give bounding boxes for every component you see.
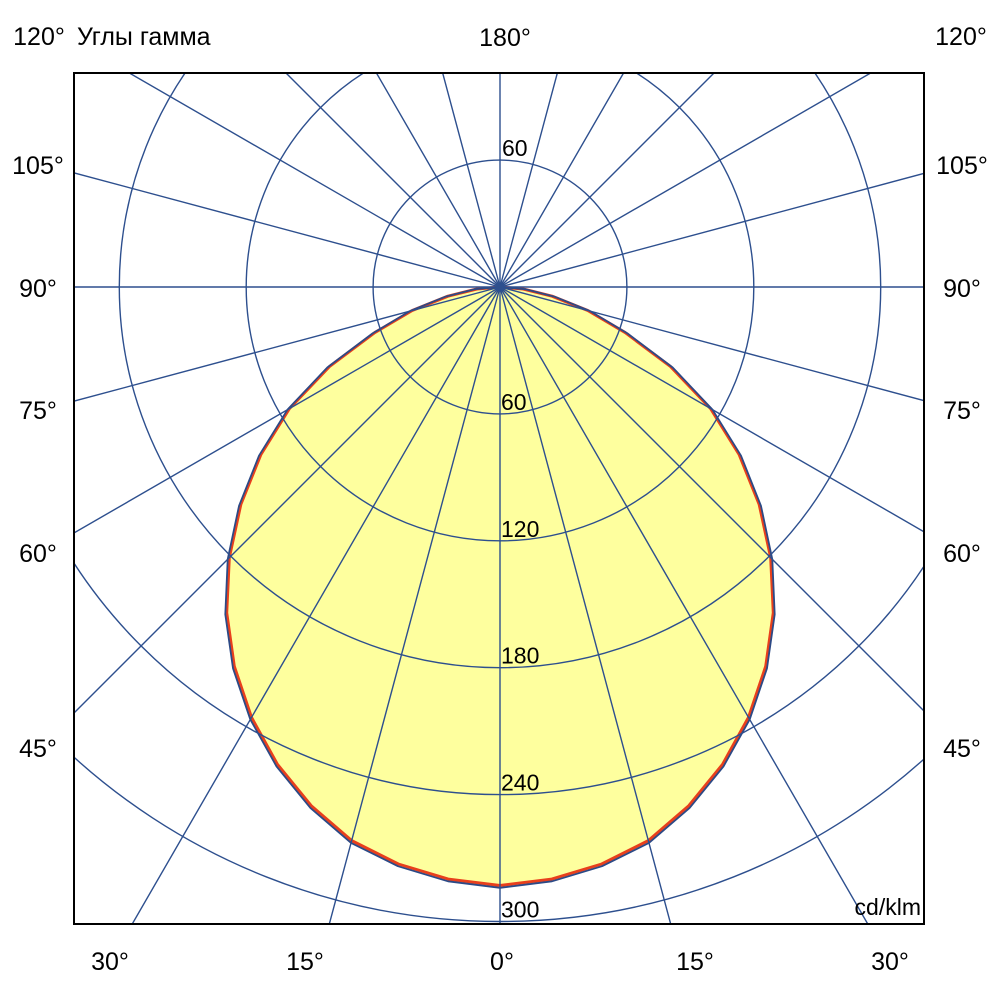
grid-radial-315 [74, 286, 501, 714]
radial-scale-label-240: 240 [501, 770, 539, 796]
radial-scale-label-120: 120 [501, 516, 539, 542]
grid-radial-210 [375, 73, 501, 288]
pole-hub [495, 282, 505, 292]
grid-radial-300 [74, 286, 501, 534]
gamma-label-bottom-1: 15° [286, 948, 324, 976]
radial-scale-label-180: 180 [501, 643, 539, 669]
grid-radial-75 [499, 286, 924, 402]
grid-radial-345 [328, 286, 501, 924]
gamma-label-left-90°: 90° [19, 275, 57, 303]
gamma-label-left-105°: 105° [12, 152, 64, 180]
grid-radial-15 [499, 286, 672, 924]
grid-radial-240 [127, 73, 501, 288]
gamma-label-bottom-4: 30° [871, 948, 909, 976]
grid-radial-45 [499, 286, 924, 712]
grid-radial-165 [499, 73, 559, 288]
grid-radial-255 [74, 172, 501, 288]
gamma-label-top-left: 120° [13, 23, 65, 51]
grid-radial-105 [499, 172, 924, 288]
grid-radial-60 [499, 286, 924, 533]
radial-scale-label-60: 60 [501, 389, 527, 415]
gamma-label-left-60°: 60° [19, 540, 57, 568]
grid-radial-150 [499, 73, 625, 288]
gamma-label-left-45°: 45° [19, 735, 57, 763]
grid-radial-30 [499, 286, 869, 924]
grid-radial-135 [499, 73, 715, 288]
gamma-label-right-90°: 90° [943, 275, 981, 303]
gamma-label-right-45°: 45° [943, 735, 981, 763]
radial-scale-label-300: 300 [501, 897, 539, 923]
gamma-label-bottom-0: 30° [91, 948, 129, 976]
unit-label: cd/klm [855, 894, 921, 920]
chart-title: Углы гамма [77, 23, 211, 51]
gamma-label-bottom-3: 15° [676, 948, 714, 976]
grid-radial-225 [285, 73, 501, 288]
grid-radial-330 [131, 286, 501, 924]
gamma-label-left-75°: 75° [19, 397, 57, 425]
gamma-label-top-center: 180° [479, 24, 531, 52]
radial-scale-label-upper-60: 60 [502, 135, 528, 161]
grid-radial-120 [499, 73, 873, 288]
grid-radial-285 [74, 286, 501, 402]
gamma-label-right-105°: 105° [936, 152, 988, 180]
gamma-label-right-60°: 60° [943, 540, 981, 568]
grid-radial-195 [441, 73, 501, 288]
plot-border [73, 72, 925, 925]
gamma-label-right-75°: 75° [943, 397, 981, 425]
gamma-label-top-right: 120° [935, 23, 987, 51]
gamma-label-bottom-2: 0° [490, 948, 514, 976]
